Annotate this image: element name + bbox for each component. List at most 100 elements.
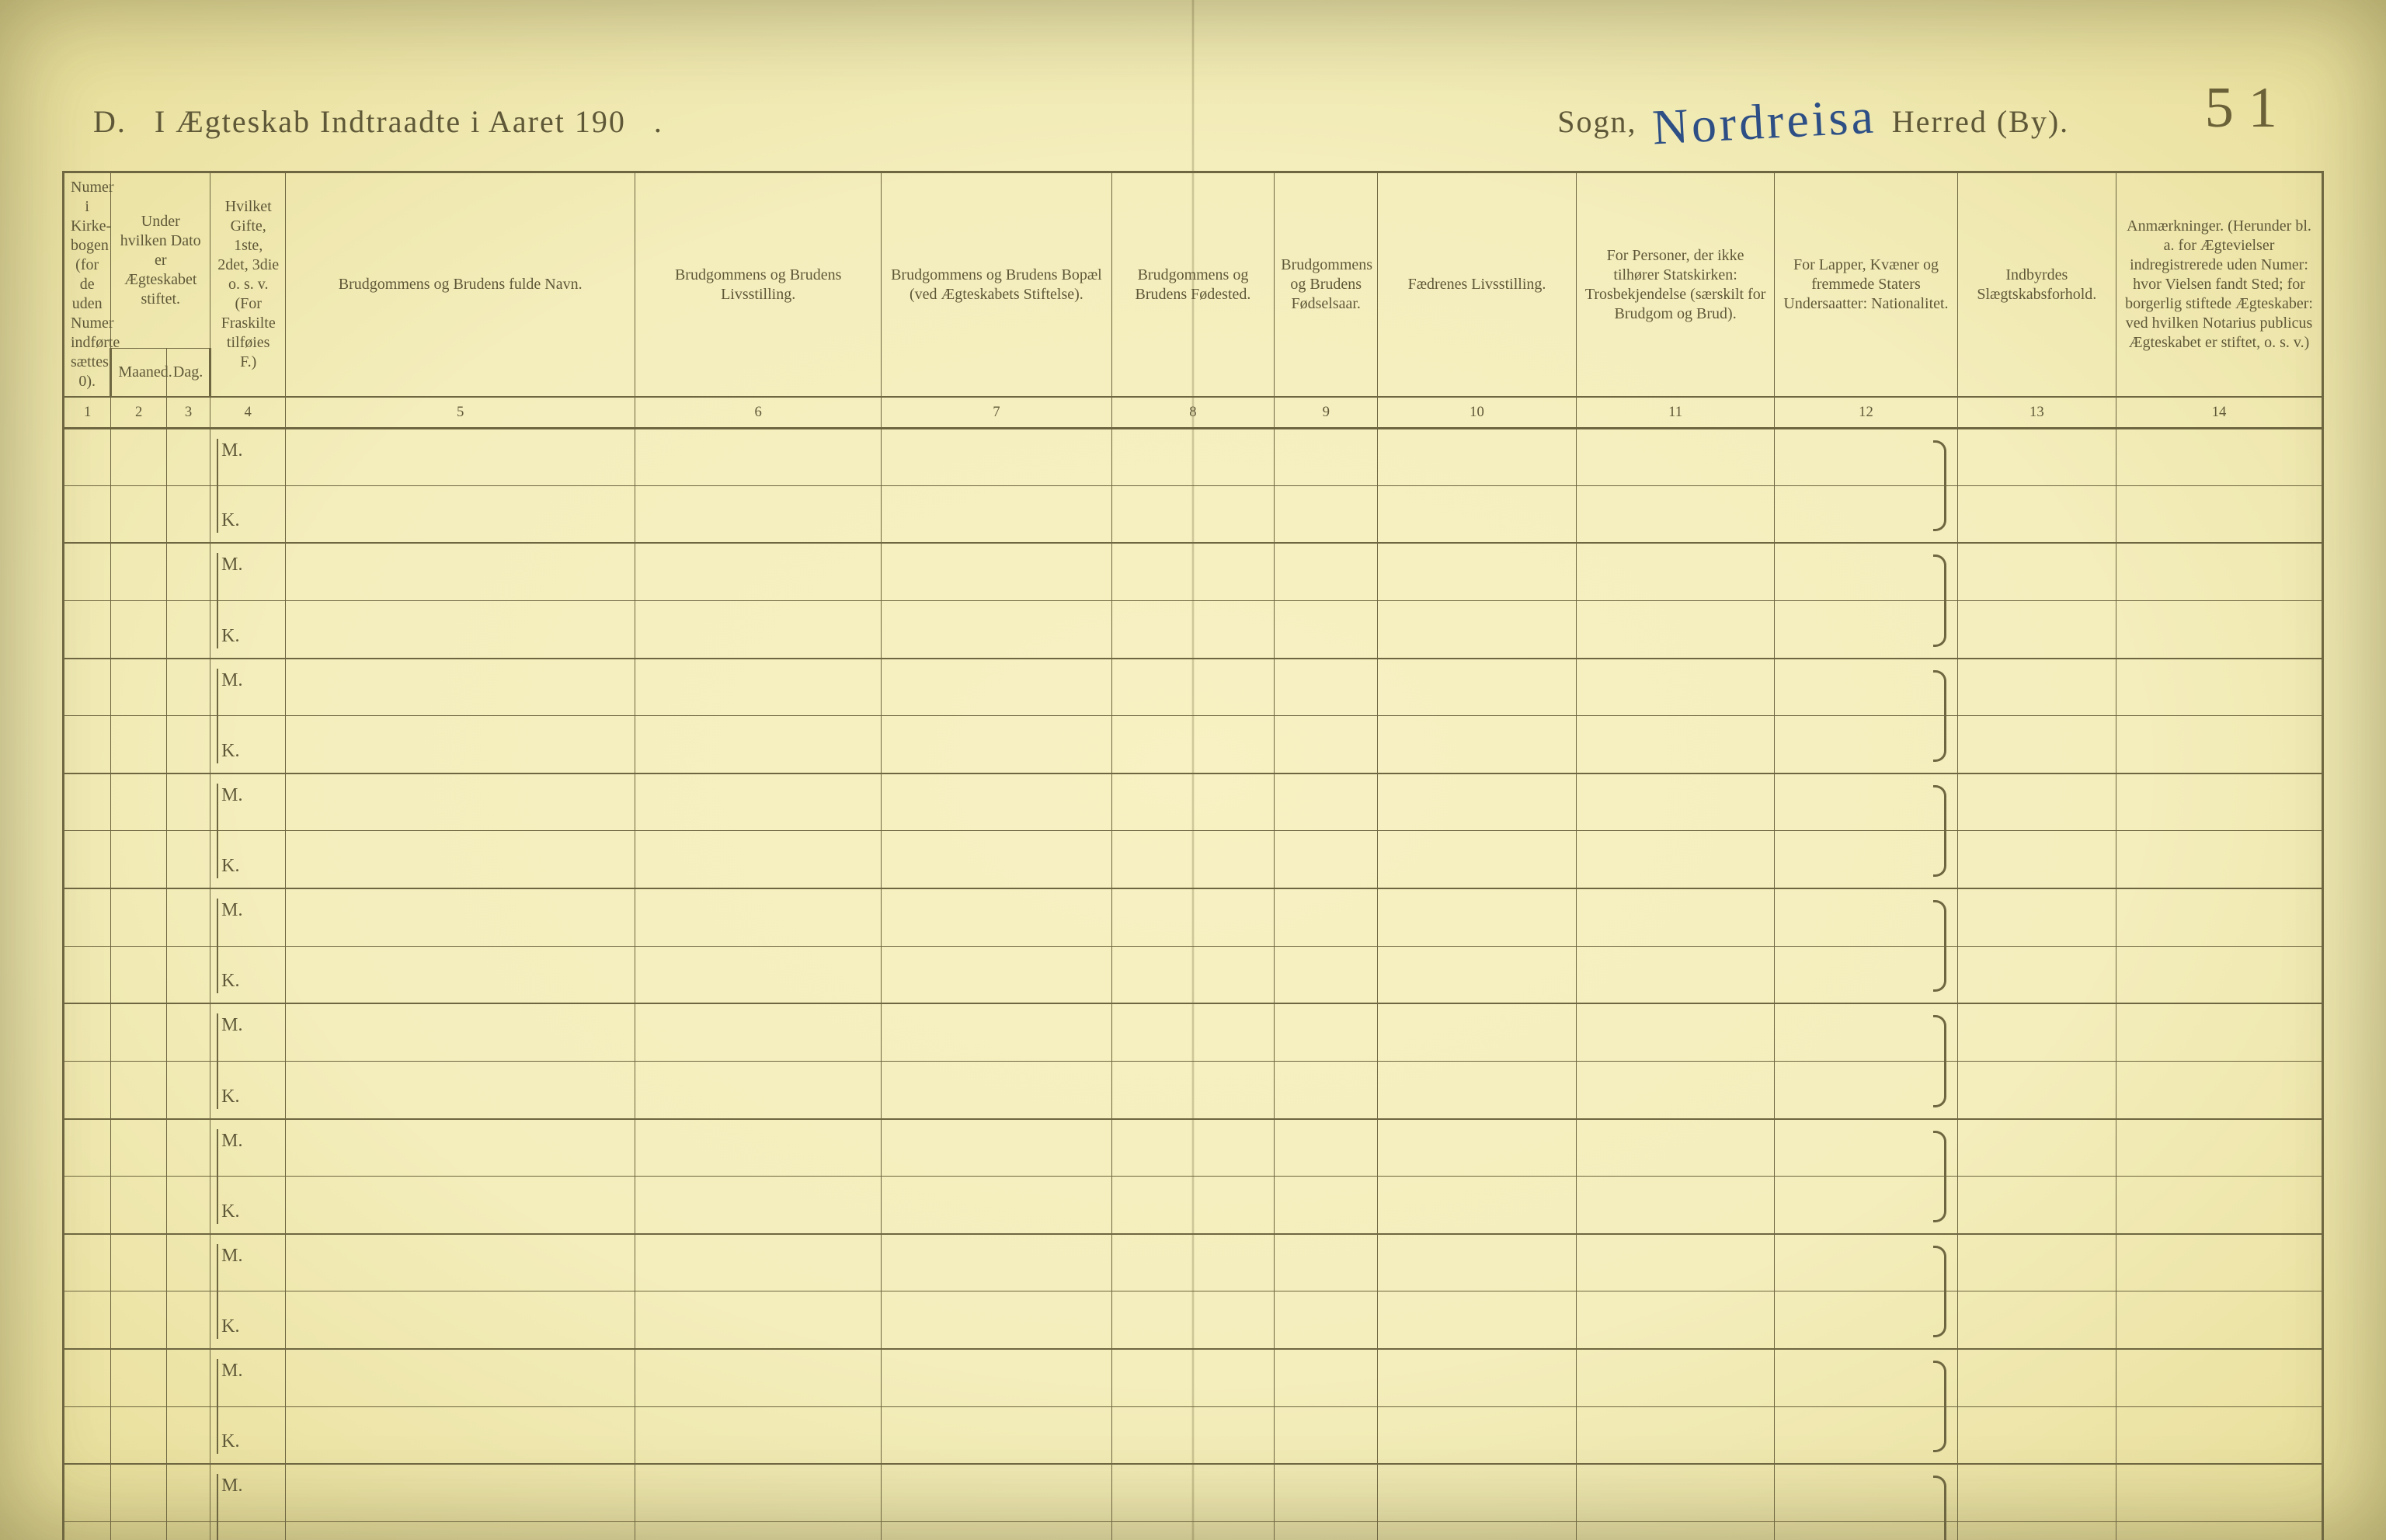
table-cell xyxy=(166,543,210,600)
table-cell xyxy=(1957,1349,2116,1406)
column-header: Brudgommens og Brudens Fødested. xyxy=(1111,172,1275,398)
table-cell xyxy=(635,888,882,946)
row-marker-m: M. xyxy=(221,900,242,921)
table-cell xyxy=(111,1464,167,1521)
table-cell xyxy=(2116,1464,2323,1521)
table-cell xyxy=(1576,831,1775,888)
column-number: 14 xyxy=(2116,397,2323,428)
table-cell xyxy=(64,1119,111,1177)
table-cell xyxy=(1775,831,1957,888)
table-cell xyxy=(111,1234,167,1291)
table-cell xyxy=(166,1521,210,1540)
table-cell: K. xyxy=(210,831,286,888)
table-cell xyxy=(1576,946,1775,1003)
table-cell xyxy=(1378,1177,1577,1234)
table-cell xyxy=(166,1234,210,1291)
ledger-table: Numer i Kirke­bogen (for de uden Numer i… xyxy=(62,171,2324,1540)
table-row: M. xyxy=(64,1349,2323,1406)
table-cell xyxy=(1775,773,1957,831)
column-header-date-group: Under hvilken Dato er Ægteskabet stiftet… xyxy=(111,172,210,349)
table-cell xyxy=(286,773,635,831)
table-cell xyxy=(1275,543,1378,600)
table-cell xyxy=(1775,716,1957,773)
column-header: Hvilket Gifte, 1ste, 2det, 3die o. s. v.… xyxy=(210,172,286,398)
table-cell xyxy=(2116,600,2323,658)
table-cell xyxy=(286,428,635,485)
table-cell: M. xyxy=(210,659,286,716)
row-marker-k: K. xyxy=(221,741,239,762)
table-cell xyxy=(111,1521,167,1540)
table-cell xyxy=(166,1406,210,1464)
table-cell xyxy=(1378,428,1577,485)
row-marker-k: K. xyxy=(221,971,239,992)
table-cell xyxy=(1275,1349,1378,1406)
table-cell xyxy=(166,1464,210,1521)
table-cell xyxy=(882,773,1112,831)
table-cell xyxy=(286,1119,635,1177)
table-cell xyxy=(2116,946,2323,1003)
table-cell xyxy=(166,659,210,716)
table-cell xyxy=(1111,428,1275,485)
table-cell xyxy=(64,1464,111,1521)
table-cell xyxy=(1957,831,2116,888)
table-cell xyxy=(882,1464,1112,1521)
table-cell xyxy=(111,1291,167,1349)
table-cell xyxy=(1275,659,1378,716)
table-cell xyxy=(1378,716,1577,773)
table-cell xyxy=(2116,1234,2323,1291)
table-cell xyxy=(1378,1119,1577,1177)
table-cell xyxy=(1378,485,1577,543)
table-cell xyxy=(166,1003,210,1061)
table-cell xyxy=(111,716,167,773)
table-cell xyxy=(1775,1291,1957,1349)
table-cell xyxy=(2116,888,2323,946)
table-cell xyxy=(1957,1464,2116,1521)
table-cell xyxy=(1957,1521,2116,1540)
sogn-label: Sogn, xyxy=(1557,103,1636,140)
table-cell xyxy=(64,428,111,485)
table-cell xyxy=(2116,1521,2323,1540)
table-cell xyxy=(111,659,167,716)
table-cell xyxy=(111,1406,167,1464)
table-cell xyxy=(64,1177,111,1234)
column-number: 13 xyxy=(1957,397,2116,428)
table-cell xyxy=(64,1406,111,1464)
table-cell xyxy=(882,831,1112,888)
table-cell xyxy=(635,485,882,543)
table-cell xyxy=(1275,1521,1378,1540)
table-cell xyxy=(1957,1177,2116,1234)
table-row: M. xyxy=(64,428,2323,485)
column-number: 3 xyxy=(166,397,210,428)
table-cell xyxy=(1775,888,1957,946)
table-cell xyxy=(64,485,111,543)
table-cell xyxy=(2116,1061,2323,1118)
table-cell xyxy=(2116,1406,2323,1464)
table-cell xyxy=(111,773,167,831)
table-cell xyxy=(1957,946,2116,1003)
form-title: D. I Ægteskab Indtraadte i Aaret 190 . xyxy=(93,103,663,140)
column-number: 5 xyxy=(286,397,635,428)
table-cell xyxy=(1775,1119,1957,1177)
row-marker-k: K. xyxy=(221,1316,239,1337)
table-cell xyxy=(1576,888,1775,946)
table-cell xyxy=(1576,543,1775,600)
table-cell xyxy=(1957,1406,2116,1464)
table-cell xyxy=(166,1119,210,1177)
table-cell xyxy=(635,1349,882,1406)
table-cell xyxy=(882,1119,1112,1177)
table-cell xyxy=(2116,659,2323,716)
table-cell xyxy=(286,1291,635,1349)
table-cell xyxy=(1576,1291,1775,1349)
table-cell xyxy=(635,1119,882,1177)
table-cell xyxy=(1111,485,1275,543)
table-cell xyxy=(635,773,882,831)
table-cell xyxy=(64,831,111,888)
table-cell xyxy=(1378,1291,1577,1349)
table-cell xyxy=(1378,1003,1577,1061)
table-cell xyxy=(1275,1291,1378,1349)
column-header: Brudgommens og Brudens Fødselsaar. xyxy=(1275,172,1378,398)
table-cell xyxy=(882,485,1112,543)
table-cell xyxy=(286,1406,635,1464)
row-marker-k: K. xyxy=(221,1086,239,1107)
table-cell xyxy=(64,1349,111,1406)
